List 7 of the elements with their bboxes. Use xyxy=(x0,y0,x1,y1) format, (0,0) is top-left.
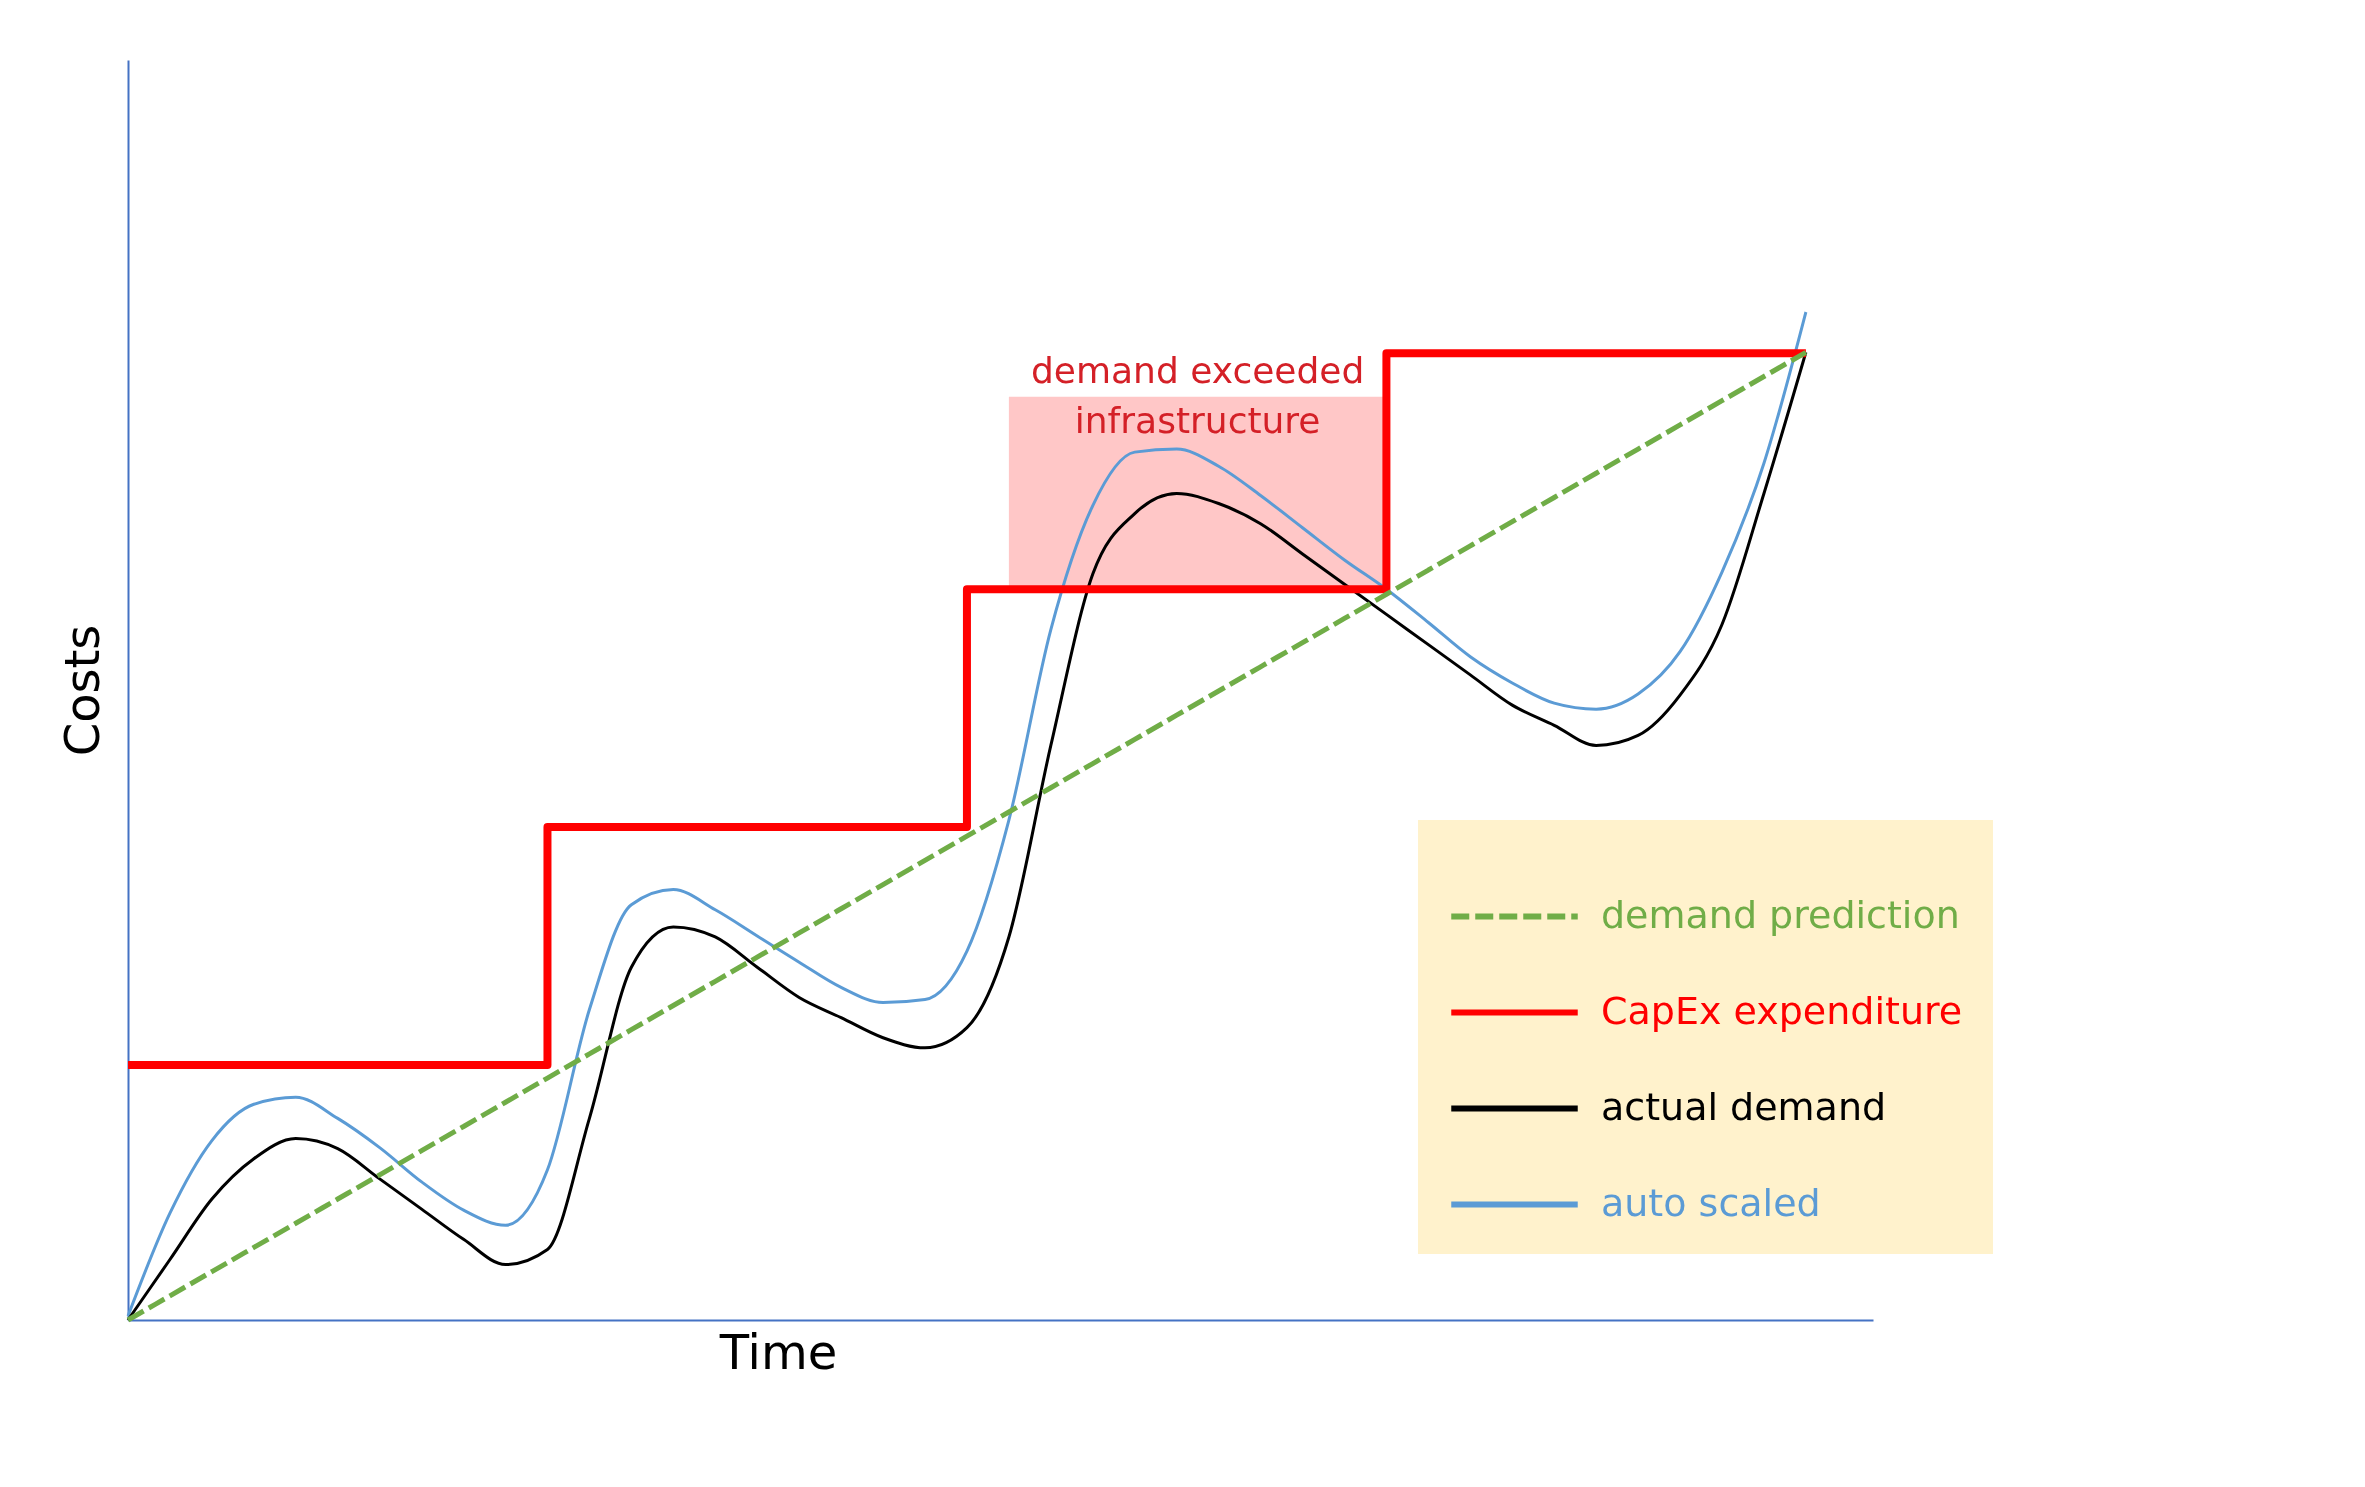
legend-label: demand prediction xyxy=(1601,892,1960,937)
x-axis-title: Time xyxy=(718,1323,838,1380)
legend-label: CapEx expenditure xyxy=(1601,988,1963,1033)
legend-label: auto scaled xyxy=(1601,1180,1821,1225)
band-label: demand exceeded infrastructure xyxy=(1030,349,1365,441)
legend-label: actual demand xyxy=(1601,1084,1887,1129)
y-axis-title: Costs xyxy=(53,624,110,757)
